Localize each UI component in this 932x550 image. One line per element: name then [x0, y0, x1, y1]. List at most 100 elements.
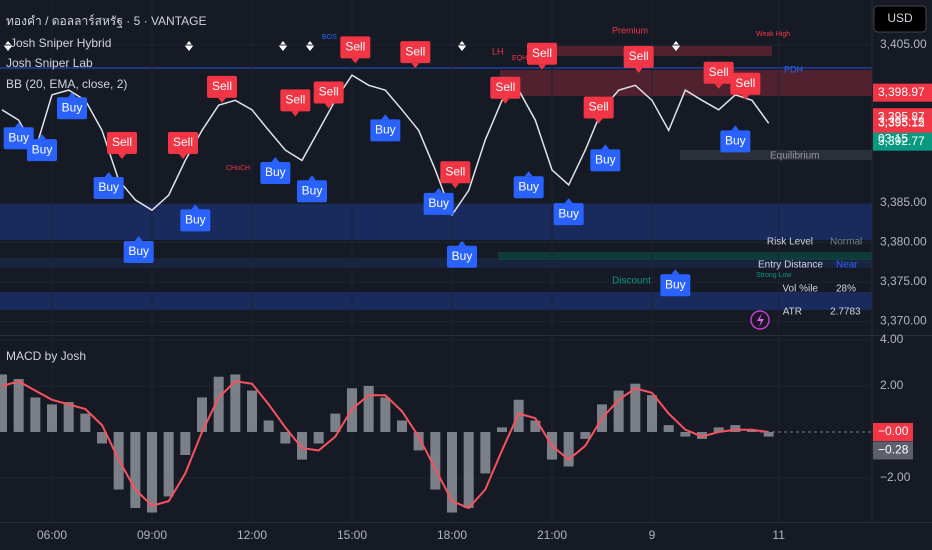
signal-pointer: [458, 240, 466, 246]
price-label-box: [873, 83, 932, 102]
signal-box: [280, 89, 311, 112]
supply-zone: [500, 70, 872, 96]
y-tick-label: 3,385.00: [880, 195, 927, 209]
signal-box: [107, 132, 137, 155]
histogram-bar: [413, 431, 424, 451]
price-line: [1, 74, 770, 217]
symbol-title: ทองคำ / ดอลลาร์สหรัฐ · 5 · VANTAGE: [6, 14, 207, 28]
table-label: Risk Level: [767, 237, 813, 248]
signal-box: [423, 192, 454, 215]
table-value: 2.7783: [830, 307, 861, 318]
signal-pointer: [38, 134, 46, 140]
signal-label: Sell: [532, 46, 552, 60]
signal-box: [440, 161, 471, 184]
signal-box: [57, 97, 87, 120]
signal-box: [703, 61, 734, 84]
currency[interactable]: USD: [887, 11, 913, 25]
signal-pointer: [179, 154, 187, 160]
signal-pointer: [594, 118, 603, 124]
signal-box: [340, 36, 371, 59]
signal-label: Sell: [405, 44, 425, 58]
price-label: 3,398.97: [878, 85, 925, 99]
signal-pointer: [601, 144, 610, 150]
signal-box: [313, 81, 344, 104]
signal-pointer: [324, 103, 333, 109]
signal-box: [730, 72, 761, 95]
indicator-label: Josh Sniper Hybrid: [10, 36, 111, 50]
signal-label: Sell: [345, 40, 365, 54]
indicator-label: Josh Sniper Lab: [6, 56, 93, 70]
signal-box: [527, 42, 557, 65]
histogram-bar: [280, 431, 291, 444]
signal-box: [490, 76, 521, 99]
signal-pointer: [411, 63, 420, 69]
histogram-bar: [680, 431, 691, 437]
indicator-label: BB (20, EMA, close, 2): [6, 77, 127, 91]
info-table: Risk Level Normal Entry Distance Near Vo…: [750, 237, 862, 330]
histogram-bar: [730, 425, 741, 432]
macd-title: MACD by Josh: [6, 349, 86, 363]
signal-label: Buy: [518, 179, 539, 193]
y-tick-label: 3,380.00: [880, 235, 927, 249]
histogram-bar: [0, 374, 7, 432]
annotation: CHoCH: [226, 165, 250, 172]
supply-zone: [540, 46, 772, 56]
histogram-bar: [663, 425, 674, 432]
annotation: Equilibrium: [770, 151, 819, 162]
value-label: −0.28: [878, 443, 909, 457]
histogram-bar: [13, 379, 24, 432]
histogram-bar: [613, 390, 624, 432]
histogram-bar: [213, 376, 224, 432]
table-value: Near: [836, 260, 858, 271]
signal-label: Buy: [595, 153, 616, 167]
demand-zone: [0, 258, 872, 268]
signal-pointer: [731, 125, 740, 131]
countdown: 03:15: [878, 131, 908, 145]
histogram-bar: [563, 431, 574, 467]
histogram-bar: [330, 413, 341, 432]
signal-pointer: [634, 67, 643, 73]
signal-label: Sell: [495, 80, 515, 94]
signal-box: [513, 176, 544, 199]
x-tick-label: 11: [772, 528, 785, 542]
signal-box: [3, 127, 34, 150]
signal-box: [400, 41, 431, 64]
x-tick-label: 9: [649, 528, 656, 542]
signal-box: [297, 180, 327, 203]
histogram-bar: [430, 431, 441, 490]
signal-box: [720, 130, 751, 153]
signal-pointer: [104, 172, 113, 178]
signal-label: Buy: [32, 142, 53, 156]
histogram-bar: [47, 404, 57, 432]
histogram-bar: [497, 427, 507, 432]
currency-button[interactable]: [873, 5, 927, 33]
annotation: PDH: [784, 64, 803, 74]
signal-line: [1, 380, 769, 510]
histogram-bar: [363, 385, 374, 432]
signal-pointer: [134, 236, 143, 242]
value-label: −0.00: [878, 424, 909, 438]
signal-box: [168, 132, 198, 155]
signal-pointer: [451, 183, 460, 189]
demand-zone: [0, 292, 872, 310]
signal-box: [583, 96, 614, 119]
signal-pointer: [741, 94, 750, 100]
table-value: 28%: [836, 284, 856, 295]
signal-box: [260, 162, 291, 185]
annotation: BOS: [322, 34, 337, 41]
signal-box: [123, 241, 154, 264]
signal-pointer: [381, 114, 390, 120]
signal-box: [590, 149, 621, 172]
histogram-bar: [30, 397, 41, 432]
y-tick-label: 4.00: [880, 332, 904, 346]
price-label-box: [873, 132, 932, 151]
histogram-bar: [647, 395, 657, 432]
annotation: EQH: [512, 55, 527, 62]
price-label: 3,395.87: [878, 109, 925, 123]
table-value: Normal: [830, 237, 862, 248]
value-label-box: [873, 441, 913, 460]
signal-box: [27, 139, 57, 162]
signal-box: [180, 209, 211, 232]
table-label: Vol %ile: [782, 284, 818, 295]
